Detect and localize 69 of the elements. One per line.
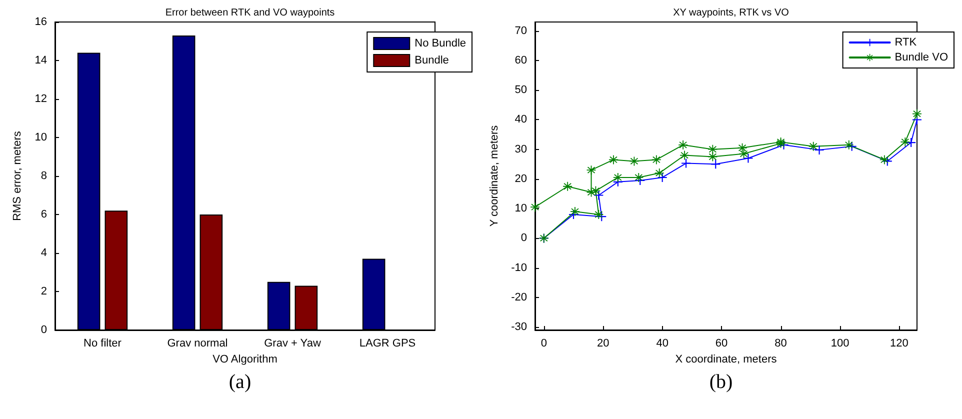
point — [594, 210, 604, 219]
point — [711, 160, 720, 169]
y-tick-label: 30 — [514, 143, 527, 156]
point — [630, 156, 639, 166]
point — [744, 154, 753, 163]
point — [570, 207, 580, 216]
y-tick-label: 2 — [40, 286, 47, 298]
point — [652, 155, 661, 164]
point — [634, 172, 644, 182]
x-tick-label: 20 — [596, 338, 610, 350]
point — [591, 186, 600, 196]
y-tick-label: 10 — [514, 202, 527, 215]
point — [680, 150, 690, 160]
y-tick-label: -20 — [511, 291, 527, 304]
point — [708, 152, 718, 162]
x-tick-label: No filter — [84, 338, 122, 350]
y-tick-label: 20 — [514, 172, 527, 185]
x-tick-label: 40 — [656, 338, 668, 350]
x-tick-label: LAGR GPS — [359, 338, 416, 350]
y-tick-label: 40 — [514, 114, 527, 126]
point — [844, 140, 854, 150]
point — [682, 158, 691, 168]
y-tick-label: 10 — [34, 132, 47, 144]
point — [563, 182, 572, 191]
point — [814, 145, 824, 154]
legend-label: RTK — [894, 36, 918, 48]
x-tick-label: 80 — [774, 338, 787, 350]
legend-label: Bundle — [414, 54, 449, 66]
x-tick-label: Grav + Yaw — [264, 338, 321, 350]
y-tick-label: 4 — [40, 247, 47, 259]
point — [608, 155, 618, 164]
y-axis-title: Y coordinate, meters — [488, 124, 501, 227]
y-tick-label: 70 — [514, 24, 527, 37]
y-tick-label: 16 — [34, 16, 47, 28]
legend-label: No Bundle — [414, 38, 466, 50]
y-tick-label: -10 — [511, 262, 527, 274]
point — [912, 109, 922, 118]
text: (b) — [709, 371, 733, 393]
point — [613, 172, 622, 182]
text: (a) — [228, 371, 252, 393]
point — [880, 155, 889, 164]
y-tick-label: 0 — [40, 324, 47, 336]
y-axis-title: RMS error, meters — [12, 130, 24, 221]
point — [738, 143, 747, 152]
y-tick-label: 6 — [40, 208, 47, 220]
point — [708, 144, 718, 154]
point — [654, 168, 664, 178]
point — [678, 140, 688, 150]
point — [586, 166, 596, 175]
legend-label: Bundle VO — [894, 52, 948, 64]
x-axis-title: VO Algorithm — [212, 353, 278, 366]
chart-title: XY waypoints, RTK vs VO — [673, 8, 790, 18]
y-tick-label: 14 — [34, 54, 47, 66]
x-tick-label: 100 — [830, 338, 850, 350]
y-tick-label: 0 — [520, 232, 527, 244]
x-axis-title: X coordinate, meters — [675, 353, 778, 366]
point — [530, 202, 540, 212]
point — [900, 137, 910, 146]
point — [808, 142, 818, 151]
y-tick-label: 60 — [514, 54, 527, 66]
y-tick-label: 50 — [514, 84, 527, 96]
x-tick-label: 0 — [540, 338, 547, 350]
y-tick-label: 8 — [40, 170, 47, 182]
x-tick-label: Grav normal — [167, 338, 228, 350]
x-tick-label: 60 — [715, 338, 728, 350]
chart-title: Error between RTK and VO waypoints — [165, 8, 335, 18]
y-tick-label: -30 — [511, 321, 527, 334]
x-tick-label: 120 — [890, 338, 908, 350]
y-tick-label: 12 — [34, 93, 47, 105]
